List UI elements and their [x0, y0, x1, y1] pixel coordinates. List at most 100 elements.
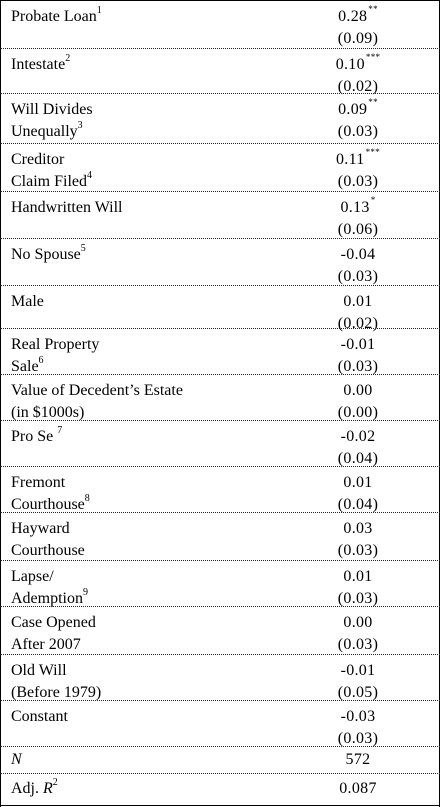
- coefficient-value: 0.01: [343, 568, 373, 585]
- variable-label: Probate Loan1: [11, 4, 102, 28]
- variable-label-text: Probate Loan: [11, 8, 97, 25]
- standard-error: (0.02): [337, 78, 379, 95]
- row-separator: [0, 700, 440, 701]
- coefficient: -0.01: [298, 334, 418, 356]
- coefficient: 0.11***: [298, 146, 418, 171]
- standard-error: (0.09): [337, 30, 379, 47]
- variable-label-text: Intestate: [11, 56, 66, 73]
- footnote-marker: 3: [77, 119, 83, 131]
- coefficient: 0.13*: [298, 194, 418, 219]
- coefficient: 0.09**: [298, 97, 418, 121]
- table-top-border: [0, 0, 440, 1]
- standard-error: (0.03): [337, 123, 379, 140]
- standard-error: (0.00): [337, 404, 379, 421]
- coefficient: 0.01: [298, 291, 418, 313]
- coefficient-value: 0.03: [343, 520, 373, 537]
- variable-label-line2: (Before 1979): [11, 682, 101, 704]
- row-separator: [0, 374, 440, 375]
- row-separator: [0, 285, 440, 286]
- variable-label-text: Real Property: [11, 336, 100, 353]
- standard-error: (0.03): [337, 730, 379, 747]
- variable-label-text: Lapse/: [11, 568, 54, 585]
- footnote-marker: 5: [80, 242, 86, 254]
- coefficient-value: -0.04: [340, 246, 376, 263]
- table-bottom-border: [0, 805, 440, 806]
- variable-label-text: Claim Filed: [11, 173, 87, 190]
- variable-label-text: Sale: [11, 358, 39, 375]
- standard-error: (0.04): [337, 496, 379, 513]
- variable-label-text: Courthouse: [11, 496, 85, 513]
- significance-stars: **: [368, 3, 378, 14]
- significance-stars: ***: [365, 51, 381, 62]
- variable-label-text: Male: [11, 293, 44, 310]
- row-separator: [0, 466, 440, 467]
- variable-label-line2: After 2007: [11, 634, 81, 656]
- row-separator: [0, 773, 440, 774]
- variable-label: Male: [11, 291, 44, 313]
- variable-label-line2: Unequally3: [11, 119, 83, 143]
- variable-label-text: Old Will: [11, 662, 67, 679]
- coefficient-value: 0.00: [343, 614, 373, 631]
- variable-label: Creditor: [11, 149, 64, 171]
- standard-error: (0.04): [337, 450, 379, 467]
- row-separator: [0, 654, 440, 655]
- variable-label-text: Creditor: [11, 151, 65, 168]
- row-separator: [0, 746, 440, 747]
- variable-label-text: Courthouse: [11, 542, 85, 559]
- n-label: N: [11, 751, 22, 768]
- n-value: 572: [345, 751, 371, 768]
- adj-r2-exponent: 2: [52, 776, 58, 788]
- variable-label-text: Constant: [11, 708, 68, 725]
- coefficient-value: 0.13: [340, 199, 370, 216]
- footnote-marker: 2: [65, 52, 71, 64]
- adj-r2-prefix: Adj.: [11, 780, 43, 797]
- footnote-marker: 7: [57, 424, 63, 436]
- variable-label-text: Will Divides: [11, 101, 93, 118]
- coefficient: 0.10***: [298, 51, 418, 76]
- significance-stars: ***: [365, 146, 380, 157]
- standard-error: (0.05): [337, 684, 379, 701]
- variable-label: Pro Se 7: [11, 424, 63, 448]
- coefficient: -0.04: [298, 244, 418, 266]
- coefficient: 0.00: [298, 380, 418, 402]
- footnote-marker: 9: [83, 586, 88, 598]
- variable-label-line2: Courthouse8: [11, 493, 90, 516]
- significance-stars: *: [370, 194, 376, 205]
- variable-label: Intestate2: [11, 52, 71, 76]
- variable-label: Fremont: [11, 472, 65, 494]
- coefficient: 0.00: [298, 612, 418, 634]
- variable-label-text: Value of Decedent’s Estate: [11, 382, 183, 399]
- variable-label-text: Hayward: [11, 520, 70, 537]
- adj-r2-label: Adj. R2: [11, 776, 58, 800]
- standard-error: (0.03): [337, 173, 379, 190]
- standard-error: (0.03): [337, 358, 379, 375]
- coefficient-value: -0.01: [340, 662, 376, 679]
- row-separator: [0, 191, 440, 192]
- coefficient: 0.01: [298, 472, 418, 494]
- standard-error: (0.03): [337, 636, 379, 653]
- variable-label: Will Divides: [11, 99, 93, 121]
- variable-label: Lapse/: [11, 566, 54, 588]
- row-separator: [0, 328, 440, 329]
- footnote-marker: 1: [96, 4, 102, 16]
- footnote-marker: 4: [87, 169, 92, 181]
- variable-label: Hayward: [11, 518, 70, 540]
- row-separator: [0, 606, 440, 607]
- row-separator: [0, 420, 440, 421]
- variable-label-line2: Sale6: [11, 355, 44, 378]
- variable-label-line2: Ademption9: [11, 586, 88, 610]
- variable-label-text: (in $1000s): [11, 404, 85, 421]
- coefficient-value: 0.09: [338, 101, 368, 118]
- variable-label-text: Unequally: [11, 123, 78, 140]
- variable-label-text: Handwritten Will: [11, 199, 123, 216]
- variable-label-text: Ademption: [11, 590, 83, 607]
- variable-label: Constant: [11, 706, 68, 728]
- variable-label-line2: (in $1000s): [11, 402, 84, 424]
- standard-error: (0.03): [337, 590, 379, 607]
- coefficient-value: -0.02: [340, 428, 376, 445]
- variable-label-text: No Spouse: [11, 246, 81, 263]
- variable-label-line2: Courthouse: [11, 540, 85, 562]
- variable-label: Handwritten Will: [11, 197, 122, 219]
- variable-label-text: Pro Se: [11, 428, 58, 445]
